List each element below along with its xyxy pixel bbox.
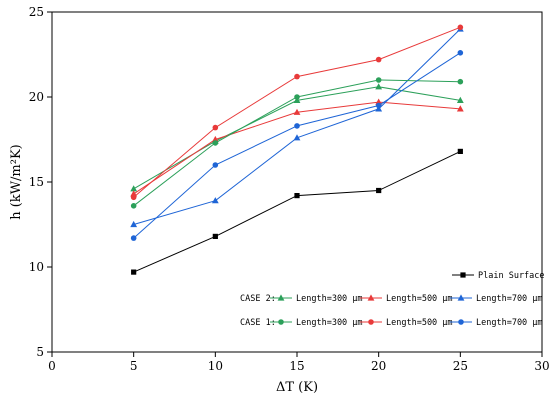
legend-label: Plain Surface [478, 271, 545, 281]
y-axis-title: h (kW/m²K) [9, 144, 24, 220]
data-point [211, 135, 219, 143]
legend-marker [278, 319, 284, 325]
legend-marker [277, 294, 285, 301]
data-point [212, 140, 219, 146]
data-point [130, 194, 137, 201]
series-0 [131, 148, 463, 275]
legend-label: Length=300 μm [296, 318, 363, 328]
x-axis-title: ΔT (K) [276, 380, 318, 395]
y-tick-label: 15 [29, 175, 44, 189]
data-point [130, 235, 137, 241]
data-point [375, 83, 383, 90]
data-point [375, 98, 383, 105]
series-line [133, 101, 461, 195]
data-point [212, 233, 218, 239]
data-point [294, 123, 300, 129]
legend: Plain Surface CASE 2: Length=300 μm Length=… [240, 271, 545, 328]
data-point [212, 162, 219, 168]
x-tick-label: 30 [534, 359, 549, 373]
data-point [293, 108, 301, 115]
data-point [457, 78, 464, 85]
data-point [131, 269, 137, 275]
x-tick-label: 25 [453, 359, 468, 373]
legend-marker [457, 294, 465, 301]
y-tick-label: 25 [29, 5, 44, 19]
data-point [457, 50, 464, 56]
series-line [133, 150, 461, 273]
data-point [456, 105, 464, 112]
data-point [375, 102, 382, 109]
data-point [211, 197, 219, 204]
data-point [294, 193, 300, 199]
legend-label: Length=300 μm [296, 294, 363, 304]
legend-marker [368, 319, 374, 325]
legend-label: Length=500 μm [386, 294, 453, 304]
y-tick-label: 10 [29, 260, 44, 274]
series-6 [130, 50, 464, 241]
legend-marker [458, 319, 464, 325]
data-point [457, 24, 464, 31]
legend-marker [460, 272, 466, 278]
data-point [375, 105, 383, 112]
data-point [212, 124, 219, 131]
data-point [130, 190, 138, 197]
legend-label: Length=700 μm [476, 318, 543, 328]
legend-group-label: CASE 2: [240, 294, 276, 304]
data-point [130, 220, 138, 228]
x-tick-label: 5 [130, 359, 138, 373]
data-point [293, 134, 301, 141]
x-tick-label: 20 [371, 359, 386, 373]
data-point [294, 73, 300, 80]
series-layer [130, 24, 464, 275]
data-point [294, 94, 300, 100]
y-tick-label: 20 [29, 90, 44, 104]
data-point [130, 185, 138, 192]
series-5 [130, 24, 464, 201]
data-point [293, 96, 301, 103]
data-point [375, 56, 382, 63]
series-4 [130, 77, 464, 209]
x-tick-label: 15 [289, 359, 304, 373]
data-point [376, 187, 382, 194]
legend-marker [367, 294, 375, 301]
data-point [456, 96, 464, 103]
data-point [375, 77, 382, 83]
legend-label: Length=500 μm [386, 318, 453, 328]
series-2 [130, 98, 464, 197]
x-tick-label: 10 [208, 359, 223, 373]
legend-label: Length=700 μm [476, 294, 543, 304]
y-tick-label: 5 [36, 345, 44, 359]
legend-group-label: CASE 1: [240, 318, 276, 328]
data-point [457, 148, 463, 154]
x-tick-label: 0 [48, 359, 56, 373]
data-point [130, 203, 137, 209]
